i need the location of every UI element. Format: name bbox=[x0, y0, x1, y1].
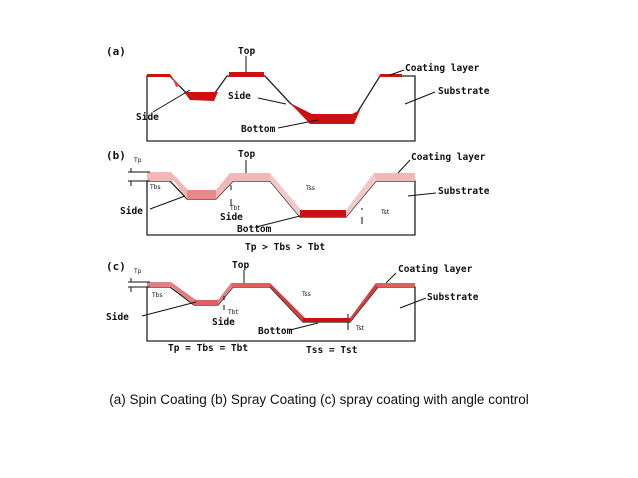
svg-text:Tbs: Tbs bbox=[151, 292, 163, 299]
svg-text:Tbs: Tbs bbox=[149, 184, 161, 191]
panel-c-side-mid-label: Side bbox=[212, 317, 235, 328]
svg-text:Tst: Tst bbox=[380, 209, 390, 216]
panel-b-top-label: Top bbox=[238, 149, 255, 160]
panel-a-side-left-label: Side bbox=[136, 112, 159, 123]
panel-a-substrate-label: Substrate bbox=[438, 86, 490, 97]
panel-b-coating-label: Coating layer bbox=[411, 152, 486, 163]
svg-text:Tst: Tst bbox=[355, 325, 365, 332]
svg-text:Tbt: Tbt bbox=[229, 205, 240, 212]
panel-c-side-left-label: Side bbox=[106, 312, 129, 323]
panel-a-coating-label: Coating layer bbox=[405, 63, 480, 74]
panel-b-side-mid-label: Side bbox=[220, 212, 243, 223]
panel-c-top-label: Top bbox=[232, 260, 249, 271]
panel-b-side-left-label: Side bbox=[120, 206, 143, 217]
figure-caption: (a) Spin Coating (b) Spray Coating (c) s… bbox=[109, 392, 528, 407]
panel-c-thickness-markers: Tp Tbs Tbt Tss Tst bbox=[128, 268, 365, 332]
panel-c-coating bbox=[147, 282, 415, 322]
svg-text:Tp: Tp bbox=[133, 157, 142, 164]
svg-text:Tbt: Tbt bbox=[227, 309, 238, 316]
panel-c-substrate-label: Substrate bbox=[427, 292, 479, 303]
panel-c-label: (c) bbox=[106, 260, 126, 273]
panel-b-substrate-label: Substrate bbox=[438, 186, 490, 197]
svg-text:Tss: Tss bbox=[301, 291, 311, 298]
panel-c-coating-label: Coating layer bbox=[398, 264, 473, 275]
panel-b-thickness-markers: Tp Tbs Tbt Tss Tst bbox=[128, 157, 390, 224]
panel-b-label: (b) bbox=[106, 149, 126, 162]
panel-b-coating bbox=[147, 172, 415, 217]
panel-c-relation-left: Tp = Tbs = Tbt bbox=[168, 343, 248, 354]
panel-a-bottom-label: Bottom bbox=[241, 124, 276, 135]
panel-b-relation: Tp > Tbs > Tbt bbox=[245, 242, 325, 253]
svg-text:Tss: Tss bbox=[305, 185, 315, 192]
panel-a-side-mid-label: Side bbox=[228, 91, 251, 102]
panel-a-top-label: Top bbox=[238, 46, 255, 57]
panel-b: (b) Tp Tbs Tbt Tss Tst bbox=[106, 149, 490, 253]
panel-a: (a) Top Coating layer Substrate Side Sid… bbox=[106, 45, 490, 142]
panel-b-bottom-label: Bottom bbox=[237, 224, 272, 235]
panel-a-coating bbox=[147, 72, 402, 124]
panel-a-label: (a) bbox=[106, 45, 126, 58]
panel-c: (c) Tp Tbs Tbt Tss Tst bbox=[106, 260, 479, 356]
svg-text:Tp: Tp bbox=[133, 268, 142, 275]
panel-c-bottom-label: Bottom bbox=[258, 326, 293, 337]
panel-a-substrate bbox=[146, 75, 416, 142]
panel-c-relation-right: Tss = Tst bbox=[306, 345, 357, 356]
